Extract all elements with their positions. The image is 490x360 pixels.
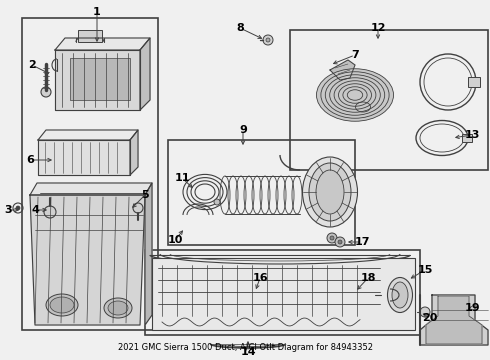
Polygon shape (38, 140, 130, 175)
Ellipse shape (46, 294, 78, 316)
Ellipse shape (302, 157, 358, 227)
Ellipse shape (108, 301, 128, 315)
Text: 12: 12 (370, 23, 386, 33)
Circle shape (266, 38, 270, 42)
Text: 1: 1 (93, 7, 101, 17)
Text: 2: 2 (28, 60, 36, 70)
Bar (70, 58, 130, 100)
Text: 11: 11 (174, 173, 190, 183)
Text: 18: 18 (360, 273, 376, 283)
Ellipse shape (388, 278, 413, 312)
Ellipse shape (309, 163, 351, 221)
Polygon shape (30, 183, 152, 195)
Bar (462, 134, 472, 142)
Circle shape (16, 206, 20, 210)
Circle shape (420, 307, 430, 317)
Polygon shape (38, 130, 138, 140)
Text: 19: 19 (464, 303, 480, 313)
Bar (290, 30, 488, 170)
Polygon shape (140, 38, 150, 110)
Ellipse shape (104, 298, 132, 318)
Circle shape (214, 199, 220, 205)
Text: 16: 16 (252, 273, 268, 283)
Ellipse shape (317, 69, 393, 121)
Bar (78, 30, 102, 42)
Bar (152, 258, 415, 330)
Polygon shape (55, 50, 140, 110)
Polygon shape (30, 195, 145, 325)
Ellipse shape (392, 282, 408, 308)
Text: 17: 17 (354, 237, 370, 247)
Text: 3: 3 (4, 205, 12, 215)
Circle shape (44, 206, 56, 218)
Text: 7: 7 (351, 50, 359, 60)
Bar (145, 250, 420, 335)
Bar (168, 140, 355, 245)
Polygon shape (130, 130, 138, 175)
Text: 15: 15 (417, 265, 433, 275)
Text: 8: 8 (236, 23, 244, 33)
Ellipse shape (50, 297, 74, 313)
Text: 5: 5 (141, 190, 149, 200)
Polygon shape (426, 296, 482, 344)
Circle shape (327, 233, 337, 243)
Circle shape (330, 236, 334, 240)
Ellipse shape (316, 170, 344, 214)
Polygon shape (55, 38, 150, 50)
Text: 20: 20 (422, 313, 438, 323)
Text: 2021 GMC Sierra 1500 Duct, A/Cl Otlt Diagram for 84943352: 2021 GMC Sierra 1500 Duct, A/Cl Otlt Dia… (118, 343, 372, 352)
Circle shape (133, 203, 143, 213)
Polygon shape (145, 183, 152, 325)
Circle shape (263, 35, 273, 45)
Text: 4: 4 (31, 205, 39, 215)
Bar (22, 18, 158, 330)
Text: 14: 14 (240, 347, 256, 357)
Text: 9: 9 (239, 125, 247, 135)
Circle shape (335, 237, 345, 247)
Circle shape (41, 87, 51, 97)
Text: 10: 10 (167, 235, 183, 245)
Polygon shape (330, 60, 355, 80)
Polygon shape (420, 295, 488, 345)
Circle shape (338, 240, 342, 244)
Text: 6: 6 (26, 155, 34, 165)
Bar (468, 77, 480, 87)
Text: 13: 13 (465, 130, 480, 140)
